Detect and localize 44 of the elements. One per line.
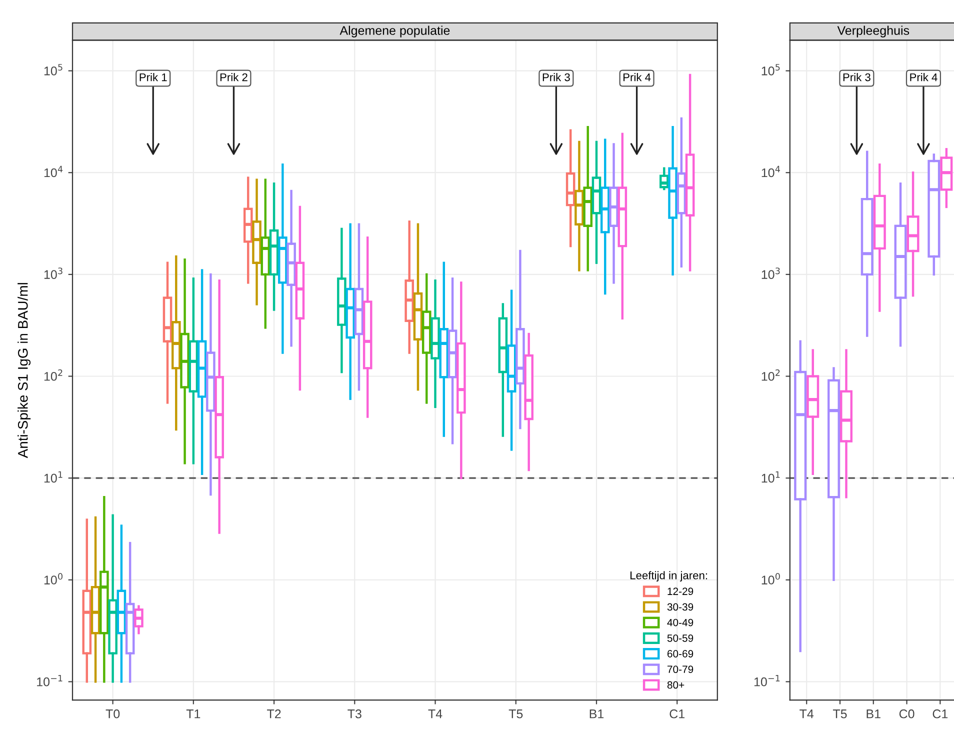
x-tick-label: B1 bbox=[866, 710, 880, 718]
y-tick-label: 10$^{0}$ bbox=[44, 573, 62, 584]
legend-label: 70-79 bbox=[667, 666, 694, 674]
annotation: Prik 1 bbox=[140, 73, 167, 82]
x-tick-label: T5 bbox=[832, 710, 847, 718]
chart-title: Algemene populatie bbox=[340, 26, 450, 38]
y-tick-label: 10$^{3}$ bbox=[762, 268, 780, 279]
legend-label: 30-39 bbox=[667, 603, 694, 611]
x-tick-label: T2 bbox=[267, 709, 281, 718]
x-tick-label: T1 bbox=[186, 710, 200, 718]
y-tick-label: 10$^{1}$ bbox=[762, 471, 780, 483]
x-tick-label: C0 bbox=[899, 709, 914, 718]
legend-label: 40-49 bbox=[667, 618, 694, 626]
y-tick-label: 10$^{1}$ bbox=[44, 471, 62, 483]
y-tick-label: 10$^{2}$ bbox=[762, 369, 780, 381]
legend-label: 12-29 bbox=[668, 588, 694, 596]
x-tick-label: T4 bbox=[800, 710, 814, 718]
annotation: Prik 3 bbox=[542, 73, 570, 82]
y-tick-label: 10$^{5}$ bbox=[762, 64, 780, 76]
legend-title: Leeftijd in jaren: bbox=[630, 571, 708, 582]
x-tick-label: T3 bbox=[348, 709, 362, 718]
x-tick-label: T4 bbox=[428, 710, 442, 718]
y-tick-label: 10$^{3}$ bbox=[44, 268, 62, 279]
x-tick-label: T5 bbox=[508, 710, 523, 718]
y-tick-label: 10$^{4}$ bbox=[762, 166, 780, 178]
y-tick-label: 10$^{−1}$ bbox=[754, 674, 780, 686]
x-tick-label: C1 bbox=[932, 709, 948, 718]
annotation: Prik 4 bbox=[910, 73, 938, 82]
annotation: Prik 3 bbox=[843, 73, 870, 82]
legend-label: 60-69 bbox=[667, 650, 694, 658]
legend-label: 50-59 bbox=[667, 634, 694, 642]
y-tick-label: 10$^{5}$ bbox=[44, 64, 62, 76]
y-tick-label: 10$^{0}$ bbox=[762, 573, 780, 584]
y-tick-label: 10$^{4}$ bbox=[44, 166, 63, 178]
x-tick-label: T0 bbox=[106, 709, 120, 718]
y-tick-label: 10$^{2}$ bbox=[44, 369, 62, 381]
chart-title: Verpleeghuis bbox=[837, 26, 910, 38]
legend-label: 80+ bbox=[667, 681, 684, 689]
annotation: Prik 4 bbox=[624, 73, 651, 82]
annotation: Prik 2 bbox=[220, 73, 248, 82]
x-tick-label: C1 bbox=[670, 709, 684, 718]
x-tick-label: B1 bbox=[590, 710, 604, 718]
y-tick-label: 10$^{−1}$ bbox=[37, 674, 62, 686]
y-axis-title: Anti-Spike S1 IgG in BAU/ml bbox=[18, 283, 31, 458]
